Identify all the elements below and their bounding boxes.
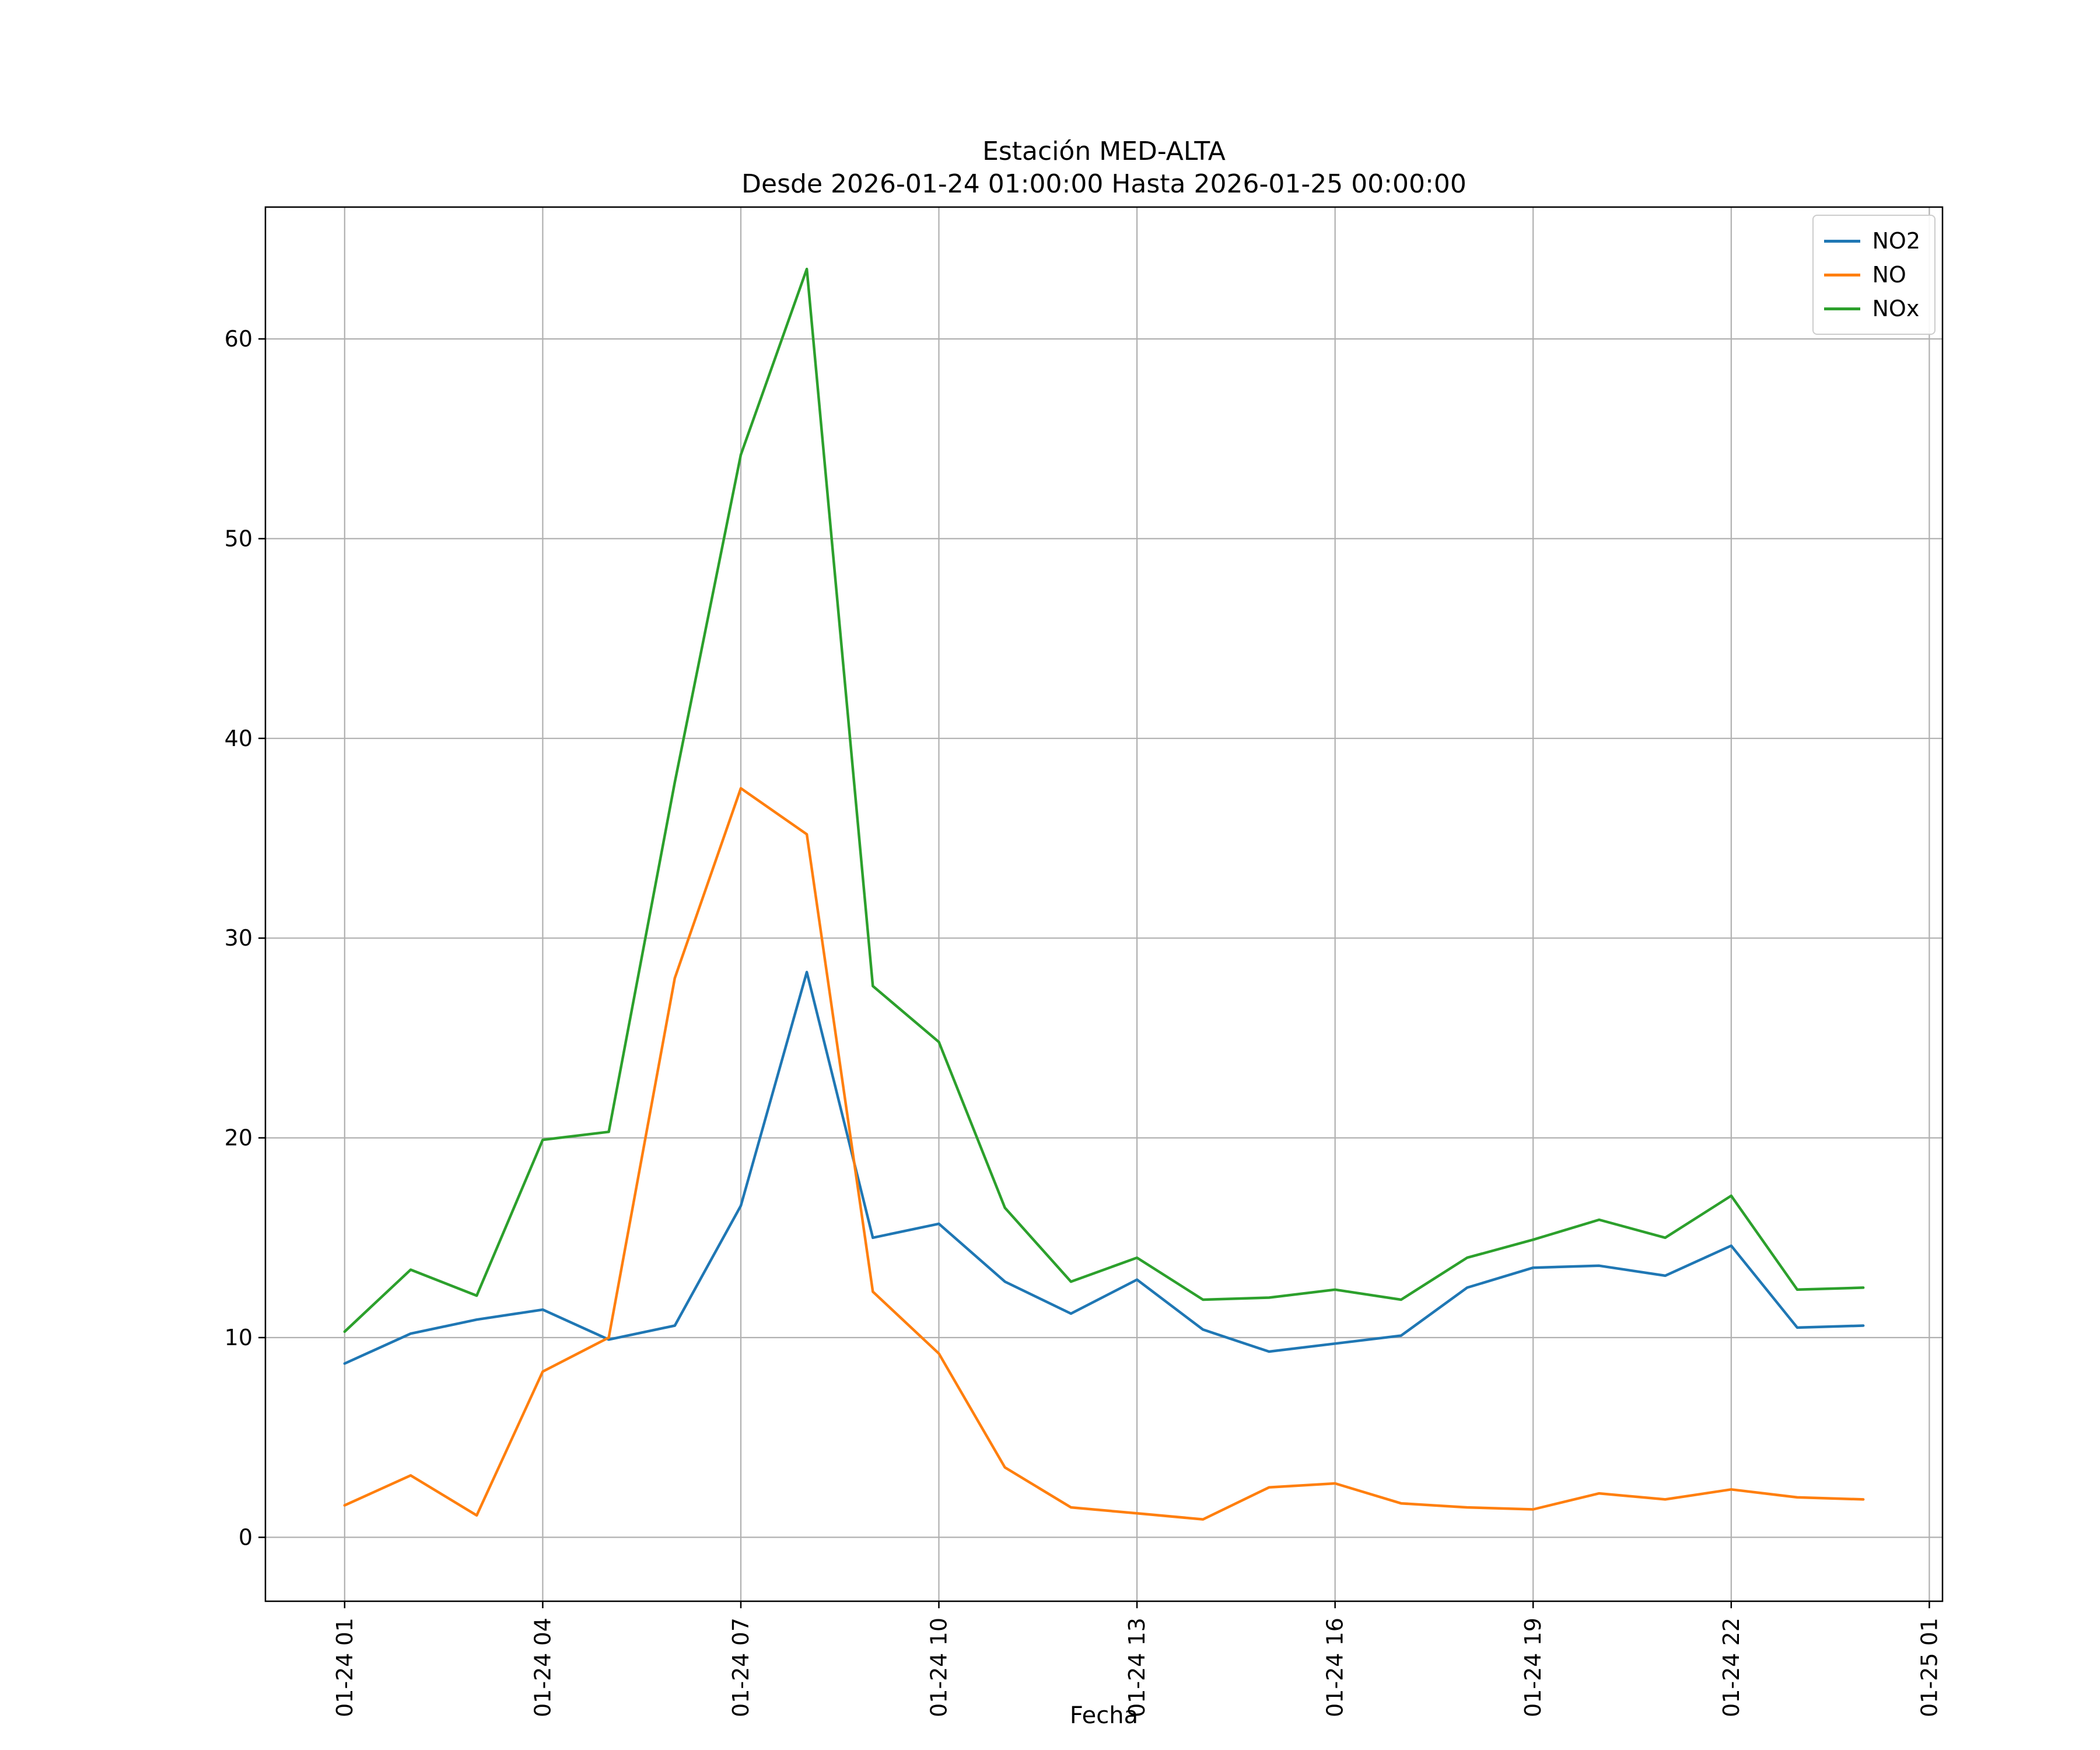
x-tick-label: 01-25 01 (1916, 1618, 1942, 1717)
legend-label-no2: NO2 (1872, 228, 1920, 254)
x-axis-label: Fecha (1069, 1702, 1139, 1729)
legend-line-sample-no (1824, 273, 1861, 276)
series-line-NOx (343, 267, 1865, 1334)
x-tick-label: 01-24 01 (332, 1618, 358, 1717)
legend-item-no2: NO2 (1824, 224, 1920, 258)
x-tick-label: 01-24 07 (728, 1618, 754, 1717)
x-tick-label: 01-24 19 (1520, 1618, 1546, 1717)
y-tick-label: 20 (225, 1125, 253, 1151)
y-tick-label: 10 (225, 1325, 253, 1350)
chart-title-line1: Estación MED-ALTA (982, 136, 1226, 166)
series-line-NO (343, 787, 1865, 1521)
x-tick-label: 01-24 04 (530, 1618, 555, 1717)
y-tick-label: 0 (239, 1524, 253, 1550)
chart-title: Estación MED-ALTA Desde 2026-01-24 01:00… (265, 135, 1943, 201)
plot-border (264, 206, 1944, 1602)
legend-line-sample-nox (1824, 307, 1861, 310)
y-tick-label: 60 (225, 326, 253, 352)
series-line-NO2 (343, 971, 1865, 1365)
legend-label-no: NO (1872, 262, 1906, 288)
legend: NO2 NO NOx (1812, 215, 1936, 335)
legend-item-nox: NOx (1824, 292, 1920, 326)
chart-title-line2: Desde 2026-01-24 01:00:00 Hasta 2026-01-… (741, 169, 1466, 199)
x-tick-label: 01-24 16 (1322, 1618, 1348, 1717)
legend-item-no: NO (1824, 258, 1920, 292)
y-tick-label: 40 (225, 726, 253, 751)
x-tick-label: 01-24 22 (1718, 1618, 1744, 1717)
legend-label-nox: NOx (1872, 296, 1920, 321)
y-tick-label: 30 (225, 925, 253, 951)
x-tick-label: 01-24 13 (1124, 1618, 1150, 1717)
x-tick-label: 01-24 10 (926, 1618, 952, 1717)
y-tick-label: 50 (225, 526, 253, 551)
legend-line-sample-no2 (1824, 239, 1861, 243)
